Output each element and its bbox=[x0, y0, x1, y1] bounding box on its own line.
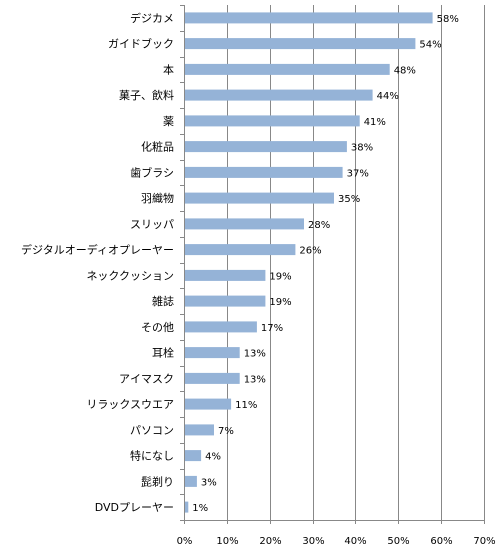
bar-3 bbox=[185, 63, 390, 75]
data-label-8: 35% bbox=[338, 194, 360, 205]
data-label-13: 17% bbox=[261, 323, 283, 334]
category-label-4: 菓子、飲料 bbox=[119, 88, 174, 102]
category-label-3: 本 bbox=[163, 62, 174, 76]
data-label-5: 41% bbox=[364, 117, 386, 128]
data-label-7: 37% bbox=[347, 168, 369, 179]
data-label-16: 11% bbox=[235, 400, 257, 411]
category-label-1: デジカメ bbox=[130, 11, 174, 25]
x-tick-label-30: 30% bbox=[302, 536, 324, 547]
x-tick-labels: 0% 10% 20% 30% 40% 50% 60% 70% bbox=[177, 536, 496, 547]
bar-8 bbox=[185, 192, 334, 204]
bars bbox=[185, 12, 433, 513]
category-label-9: スリッパ bbox=[130, 218, 174, 231]
category-label-20: DVDプレーヤー bbox=[95, 501, 174, 514]
category-label-14: 耳栓 bbox=[152, 346, 174, 360]
bar-17 bbox=[185, 424, 214, 436]
x-tick-label-20: 20% bbox=[259, 536, 281, 547]
category-label-6: 化粧品 bbox=[141, 140, 174, 154]
bar-11 bbox=[185, 269, 266, 281]
x-tick-label-40: 40% bbox=[344, 536, 366, 547]
data-label-2: 54% bbox=[419, 40, 441, 51]
data-label-1: 58% bbox=[437, 14, 459, 25]
data-label-10: 26% bbox=[299, 246, 321, 257]
category-label-15: アイマスク bbox=[119, 372, 174, 385]
category-label-13: その他 bbox=[141, 321, 174, 334]
data-label-17: 7% bbox=[218, 426, 234, 437]
category-labels: デジカメガイドブック本菓子、飲料薬化粧品歯ブラシ羽織物スリッパデジタルオーディオ… bbox=[21, 11, 174, 514]
category-label-2: ガイドブック bbox=[108, 37, 174, 51]
category-label-16: リラックスウエア bbox=[86, 398, 174, 411]
category-label-10: デジタルオーディオプレーヤー bbox=[21, 243, 174, 257]
bar-2 bbox=[185, 38, 416, 50]
bar-15 bbox=[185, 372, 240, 384]
bar-16 bbox=[185, 398, 232, 410]
category-label-12: 雑誌 bbox=[152, 294, 174, 308]
data-label-11: 19% bbox=[269, 271, 291, 282]
bar-10 bbox=[185, 244, 296, 256]
category-label-7: 歯ブラシ bbox=[130, 165, 174, 179]
category-label-11: ネッククッション bbox=[86, 269, 174, 282]
x-tick-label-50: 50% bbox=[387, 536, 409, 547]
bar-1 bbox=[185, 12, 433, 24]
bar-5 bbox=[185, 115, 360, 127]
data-label-6: 38% bbox=[351, 143, 373, 154]
bar-9 bbox=[185, 218, 304, 230]
bar-19 bbox=[185, 475, 197, 487]
data-label-18: 4% bbox=[205, 452, 221, 463]
gridlines bbox=[227, 5, 485, 520]
bar-6 bbox=[185, 141, 347, 153]
data-label-14: 13% bbox=[244, 349, 266, 360]
bar-20 bbox=[185, 501, 189, 513]
data-label-3: 48% bbox=[394, 65, 416, 76]
bar-14 bbox=[185, 347, 240, 359]
x-tick-label-70: 70% bbox=[473, 536, 495, 547]
bar-7 bbox=[185, 166, 343, 178]
data-label-15: 13% bbox=[244, 374, 266, 385]
x-tick-label-60: 60% bbox=[430, 536, 452, 547]
bar-12 bbox=[185, 295, 266, 307]
axes bbox=[180, 5, 485, 524]
data-label-19: 3% bbox=[201, 477, 217, 488]
category-label-19: 髭剃り bbox=[141, 474, 174, 488]
category-label-5: 薬 bbox=[163, 115, 174, 128]
data-label-12: 19% bbox=[269, 297, 291, 308]
category-label-18: 特になし bbox=[130, 449, 174, 463]
data-label-4: 44% bbox=[377, 91, 399, 102]
category-label-8: 羽織物 bbox=[141, 191, 174, 205]
data-label-20: 1% bbox=[192, 503, 208, 514]
x-tick-label-0: 0% bbox=[177, 536, 193, 547]
data-labels: 58% 54% 48% 44% 41% 38% 37% 35% 28% 26% 19% 19% 17% 1… bbox=[192, 14, 459, 514]
data-label-9: 28% bbox=[308, 220, 330, 231]
category-label-17: パソコン bbox=[130, 424, 174, 437]
bar-4 bbox=[185, 89, 373, 101]
x-tick-label-10: 10% bbox=[216, 536, 238, 547]
bar-18 bbox=[185, 450, 202, 462]
bar-13 bbox=[185, 321, 257, 333]
